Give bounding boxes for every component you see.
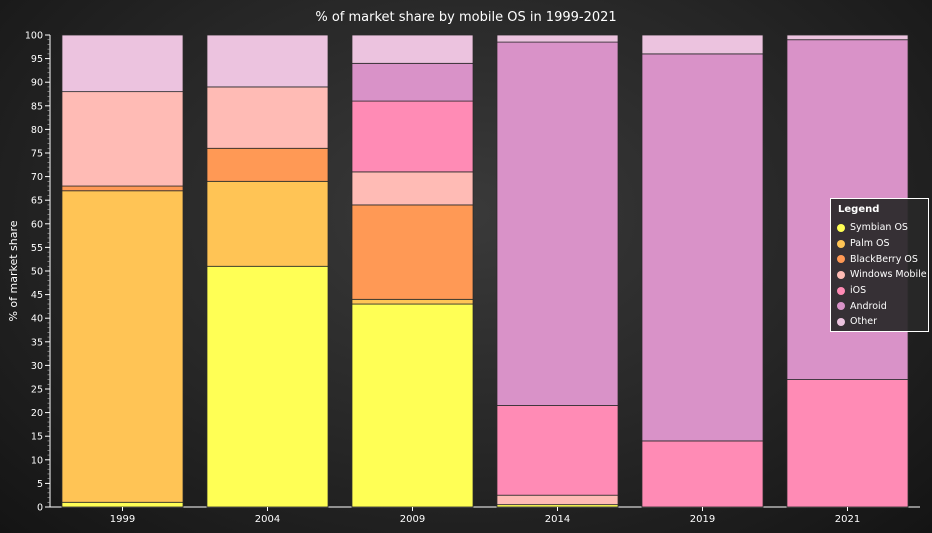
legend-item: Windows Mobile (837, 267, 927, 283)
legend-item: Symbian OS (837, 220, 922, 236)
legend-swatch (837, 302, 845, 311)
x-tick-label: 1999 (110, 514, 135, 525)
y-tick-label: 30 (31, 361, 43, 372)
y-tick-label: 10 (31, 455, 43, 466)
y-tick-label: 100 (25, 31, 43, 42)
y-tick-label: 75 (31, 149, 43, 160)
legend-label: iOS (850, 285, 867, 297)
bar-segment (786, 34, 909, 41)
bar-segment (61, 34, 184, 93)
legend-item: Android (837, 298, 922, 314)
x-tick-label: 2014 (545, 514, 570, 525)
y-tick-label: 65 (31, 196, 43, 207)
bar-segment (351, 303, 474, 508)
legend: Legend Symbian OS Palm OS BlackBerry OS Win… (830, 198, 929, 332)
bar-segment (61, 185, 184, 192)
legend-item: Palm OS (837, 236, 922, 252)
bar-segment (61, 190, 184, 503)
legend-items: Symbian OS Palm OS BlackBerry OS Windows Mo… (837, 220, 927, 330)
bar-segment (641, 440, 764, 508)
y-tick-label: 90 (31, 78, 43, 89)
y-tick-label: 55 (31, 243, 43, 254)
legend-label: Other (850, 316, 877, 328)
bar-segment (351, 298, 474, 305)
legend-item: iOS (837, 283, 922, 299)
bar-segment (496, 405, 619, 496)
chart-title: % of market share by mobile OS in 1999-2… (315, 10, 616, 25)
bar-segment (351, 204, 474, 300)
y-tick-label: 35 (31, 337, 43, 348)
bar-segment (206, 180, 329, 267)
y-tick-label: 15 (31, 432, 43, 443)
legend-swatch (837, 223, 845, 232)
y-tick-label: 25 (31, 385, 43, 396)
x-tick-label: 2021 (835, 514, 860, 525)
bar-segment (206, 86, 329, 149)
y-tick-label: 5 (37, 479, 43, 490)
bar-segment (351, 171, 474, 206)
x-tick-label: 2004 (255, 514, 280, 525)
x-tick-label: 2019 (690, 514, 715, 525)
bar-segment (641, 34, 764, 55)
legend-swatch (837, 286, 845, 295)
legend-title: Legend (838, 204, 880, 215)
legend-item: Other (837, 314, 922, 330)
legend-item: BlackBerry OS (837, 251, 922, 267)
legend-label: Windows Mobile (850, 269, 927, 281)
bar-segment (206, 147, 329, 182)
y-tick-label: 50 (31, 267, 43, 278)
legend-swatch (837, 317, 845, 326)
bar-segment (351, 34, 474, 64)
plot-area: 0 5 10 15 20 25 30 35 40 45 50 55 60 65 70 75 80 85 90 95 10… (25, 31, 920, 525)
legend-swatch (837, 270, 845, 279)
y-tick-label: 85 (31, 101, 43, 112)
y-tick-label: 70 (31, 172, 43, 183)
bar-segment (351, 100, 474, 173)
y-axis-label: % of market share (7, 220, 20, 321)
y-tick-label: 95 (31, 54, 43, 65)
bar-segment (496, 34, 619, 43)
y-tick-label: 45 (31, 290, 43, 301)
bar-segment (61, 91, 184, 187)
y-tick-label: 40 (31, 314, 43, 325)
legend-label: Palm OS (850, 238, 890, 250)
bar-segment (61, 501, 184, 508)
bar-segment (496, 41, 619, 406)
bar-segment (206, 265, 329, 508)
bar-segment (351, 62, 474, 102)
y-tick-label: 20 (31, 408, 43, 419)
x-tick-label: 2009 (400, 514, 425, 525)
legend-label: Android (850, 300, 887, 312)
y-tick-label: 60 (31, 219, 43, 230)
legend-swatch (837, 239, 845, 248)
legend-label: Symbian OS (850, 222, 908, 234)
bar-segment (786, 379, 909, 508)
legend-label: BlackBerry OS (850, 253, 918, 265)
legend-swatch (837, 255, 845, 264)
y-tick-label: 80 (31, 125, 43, 136)
bar-segment (206, 34, 329, 88)
bar-segment (496, 494, 619, 506)
bar-segment (641, 53, 764, 442)
y-tick-label: 0 (37, 503, 43, 514)
